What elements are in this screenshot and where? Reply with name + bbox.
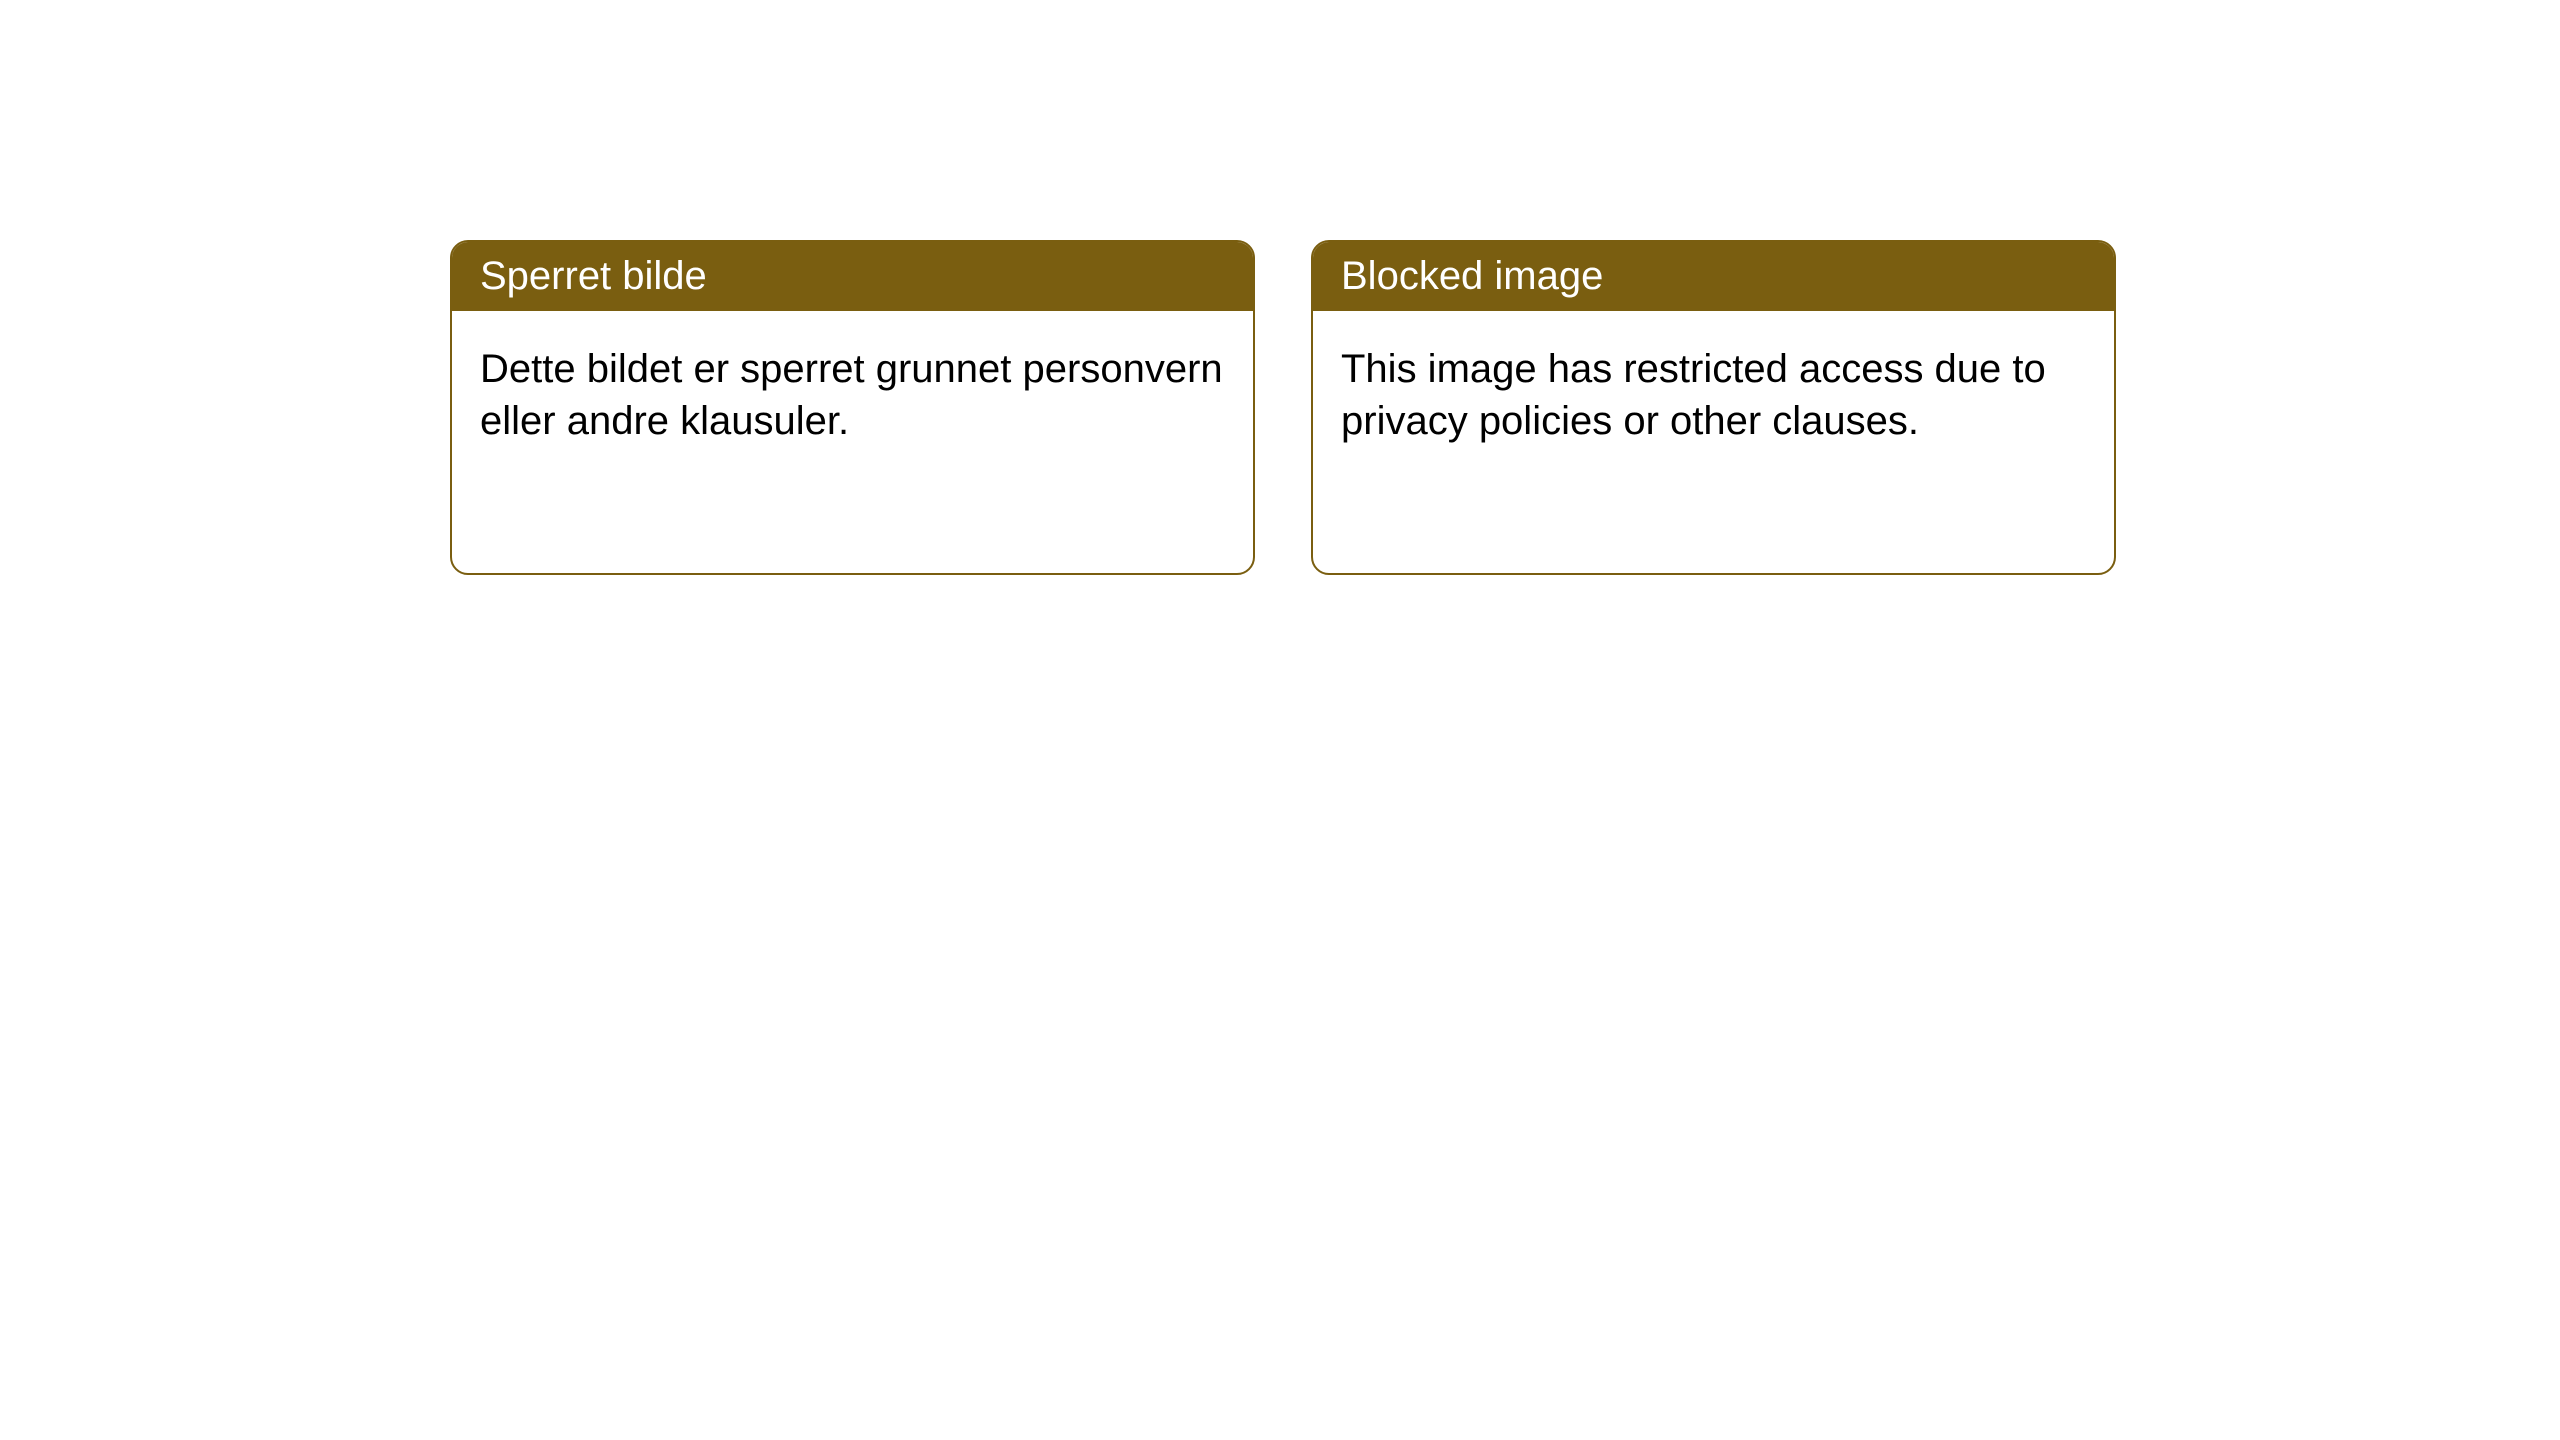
card-header-english: Blocked image — [1313, 242, 2114, 311]
card-header-norwegian: Sperret bilde — [452, 242, 1253, 311]
card-body-norwegian: Dette bildet er sperret grunnet personve… — [452, 311, 1253, 479]
card-title: Sperret bilde — [480, 254, 707, 298]
card-body-text: Dette bildet er sperret grunnet personve… — [480, 347, 1223, 443]
card-body-text: This image has restricted access due to … — [1341, 347, 2046, 443]
notice-card-english: Blocked image This image has restricted … — [1311, 240, 2116, 575]
notice-card-norwegian: Sperret bilde Dette bildet er sperret gr… — [450, 240, 1255, 575]
card-body-english: This image has restricted access due to … — [1313, 311, 2114, 479]
card-title: Blocked image — [1341, 254, 1603, 298]
cards-container: Sperret bilde Dette bildet er sperret gr… — [0, 0, 2560, 575]
